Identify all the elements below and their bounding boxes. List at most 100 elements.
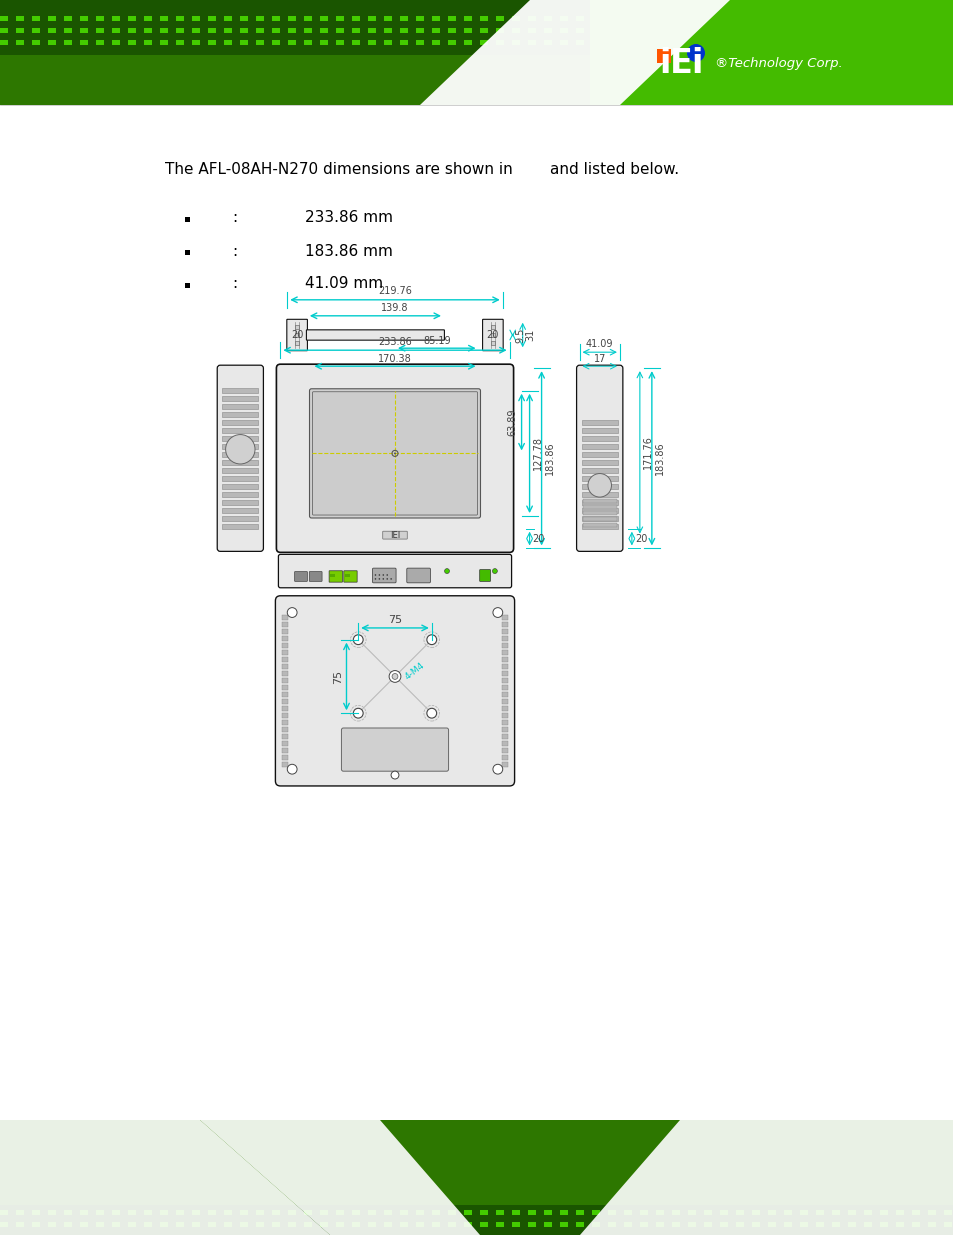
Circle shape	[493, 608, 502, 618]
FancyBboxPatch shape	[306, 330, 444, 340]
Bar	[656, 1221, 663, 1228]
Bar	[0, 16, 8, 21]
Text: :: :	[232, 210, 237, 226]
Bar	[581, 484, 618, 489]
Bar	[543, 1210, 552, 1215]
Bar	[479, 1221, 488, 1228]
Text: E: E	[669, 47, 692, 80]
Bar	[335, 1221, 344, 1228]
Bar	[559, 1221, 567, 1228]
Bar	[657, 49, 670, 63]
Text: 17: 17	[593, 354, 605, 364]
Text: 20: 20	[634, 534, 646, 543]
Bar	[512, 28, 519, 33]
Bar	[879, 1221, 887, 1228]
Bar	[751, 1210, 760, 1215]
Bar	[656, 16, 663, 21]
Bar	[800, 1210, 807, 1215]
Bar	[491, 341, 495, 345]
Text: 75: 75	[334, 669, 343, 683]
Bar	[282, 685, 288, 690]
Bar	[432, 40, 439, 44]
Text: ®Technology Corp.: ®Technology Corp.	[714, 57, 841, 69]
Bar	[582, 524, 617, 527]
Bar	[335, 1210, 344, 1215]
Circle shape	[287, 608, 296, 618]
Bar	[112, 16, 120, 21]
Text: :: :	[232, 277, 237, 291]
Bar	[319, 28, 328, 33]
Text: 219.76: 219.76	[377, 285, 412, 296]
Bar	[576, 1221, 583, 1228]
Bar	[222, 404, 258, 409]
Circle shape	[225, 435, 254, 464]
Bar	[501, 629, 507, 634]
Bar	[479, 16, 488, 21]
Bar	[576, 1210, 583, 1215]
Text: 63.89: 63.89	[507, 409, 517, 436]
Bar	[288, 40, 295, 44]
Bar	[282, 657, 288, 662]
Bar	[208, 40, 215, 44]
Bar	[581, 516, 618, 521]
Polygon shape	[200, 1120, 479, 1235]
Text: i: i	[659, 47, 670, 80]
Bar	[687, 28, 696, 33]
Circle shape	[386, 574, 388, 576]
Bar	[288, 1210, 295, 1215]
FancyBboxPatch shape	[275, 595, 514, 785]
Bar	[501, 741, 507, 746]
Bar	[432, 16, 439, 21]
Bar	[160, 16, 168, 21]
Bar	[581, 452, 618, 457]
Bar	[144, 16, 152, 21]
Bar	[895, 1210, 903, 1215]
Bar	[496, 1221, 503, 1228]
Bar	[112, 1210, 120, 1215]
Bar	[282, 643, 288, 648]
Circle shape	[390, 578, 392, 579]
FancyBboxPatch shape	[406, 568, 430, 583]
Bar	[185, 249, 190, 254]
Bar	[0, 1210, 8, 1215]
Circle shape	[392, 673, 397, 679]
Bar	[639, 28, 647, 33]
Bar	[399, 1221, 408, 1228]
Bar	[416, 40, 423, 44]
Bar	[463, 1221, 472, 1228]
FancyBboxPatch shape	[576, 366, 622, 551]
Bar	[501, 727, 507, 732]
Text: 20: 20	[532, 534, 544, 543]
Bar	[175, 1221, 184, 1228]
Bar	[527, 40, 536, 44]
Bar	[501, 664, 507, 669]
Bar	[751, 1221, 760, 1228]
Bar	[656, 28, 663, 33]
FancyBboxPatch shape	[294, 572, 307, 582]
Bar	[623, 1210, 631, 1215]
Bar	[208, 16, 215, 21]
Bar	[783, 1210, 791, 1215]
Bar	[448, 1221, 456, 1228]
Bar	[222, 420, 258, 425]
Bar	[501, 685, 507, 690]
Bar	[501, 699, 507, 704]
Bar	[581, 436, 618, 441]
Bar	[282, 622, 288, 627]
Bar	[112, 1221, 120, 1228]
Text: 4-M4: 4-M4	[402, 661, 425, 682]
Bar	[144, 1210, 152, 1215]
Bar	[0, 28, 8, 33]
Bar	[294, 325, 299, 330]
Bar	[222, 429, 258, 433]
Bar	[80, 16, 88, 21]
Bar	[496, 1210, 503, 1215]
Bar	[368, 40, 375, 44]
FancyBboxPatch shape	[309, 389, 480, 517]
Bar	[496, 16, 503, 21]
Bar	[319, 16, 328, 21]
Bar	[576, 16, 583, 21]
Bar	[783, 1221, 791, 1228]
Bar	[80, 28, 88, 33]
Text: 183.86: 183.86	[544, 441, 554, 475]
